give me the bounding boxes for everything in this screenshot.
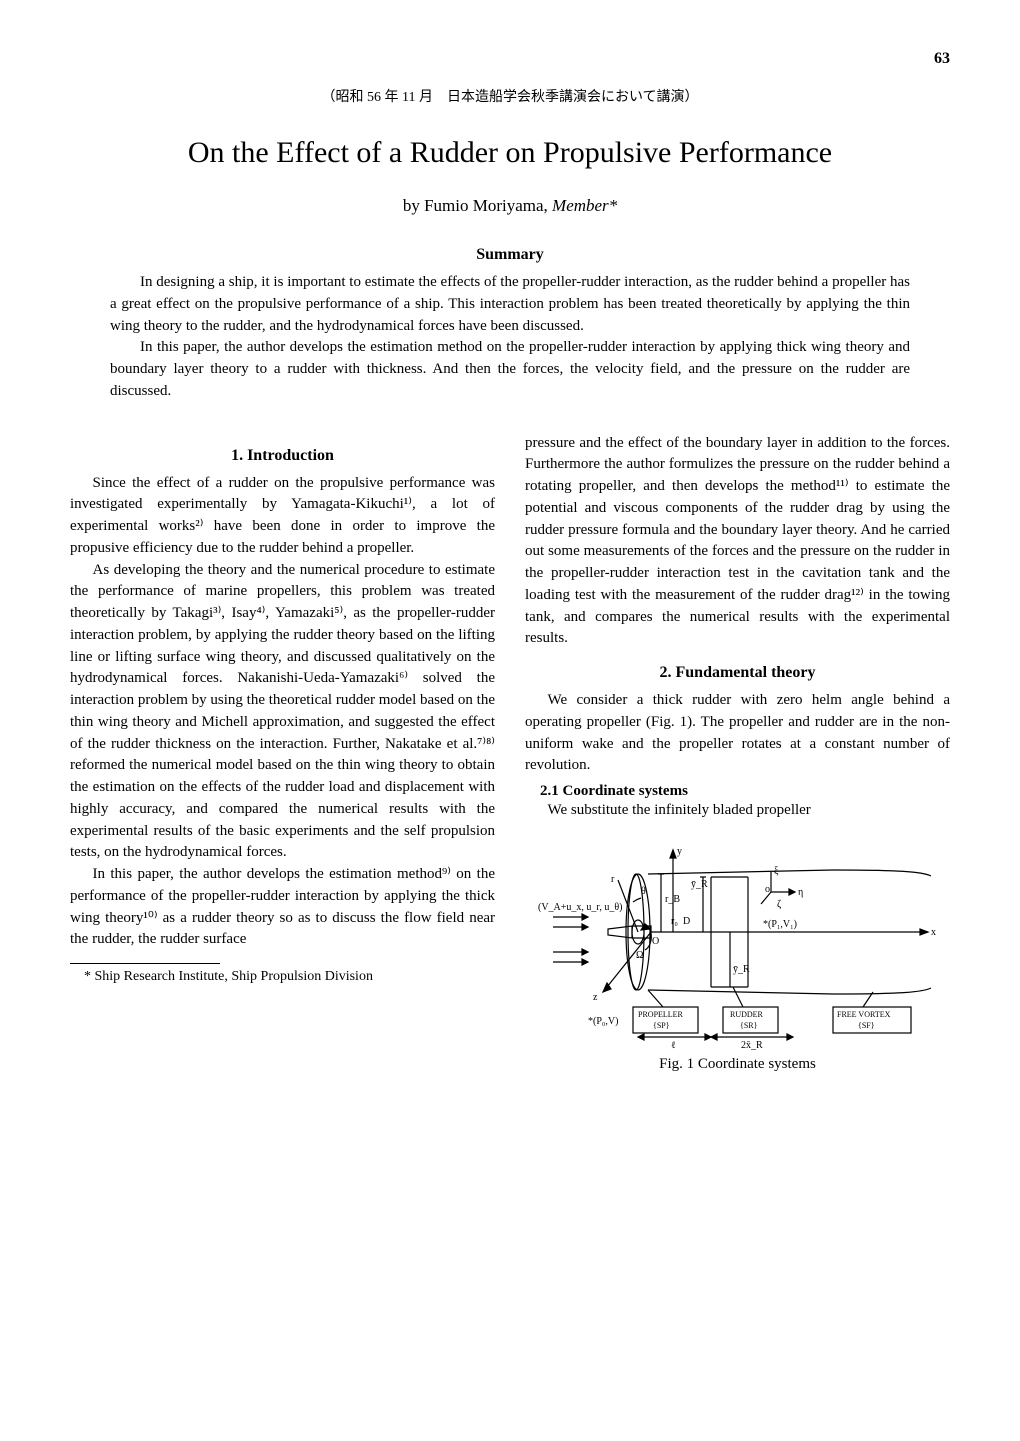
fig-label-omega: Ω [636,950,643,961]
fig-label-zeta: ζ [777,899,781,910]
fig-label-propeller: PROPELLER [638,1010,684,1019]
fig-label-x: x [931,927,936,938]
right-column: pressure and the effect of the boundary … [525,433,950,1073]
fig-label-r: r [611,874,615,885]
fig-label-O: O [652,936,659,947]
venue-line: （昭和 56 年 11 月 日本造船学会秋季講演会において講演） [70,86,950,106]
fig-label-inflow: (V_A+u_x, u_r, u_θ) [538,902,622,913]
footnote-affiliation: * Ship Research Institute, Ship Propulsi… [70,968,495,987]
fig-label-theta: θ [641,886,646,897]
subsection-heading-coord: 2.1 Coordinate systems [525,783,950,800]
left-column: 1. Introduction Since the effect of a ru… [70,433,495,1073]
fig-label-eta: η [798,887,803,898]
fig-label-point: *(P₁,V₁) [763,919,797,930]
fig-label-r0: r₀ [671,916,678,927]
fig-label-yr-bot: ȳ_R [733,964,750,975]
intro-para-3: In this paper, the author develops the e… [70,864,495,951]
fig-label-freevortex: FREE VORTEX [837,1010,891,1019]
fig-label-rB: r_B [665,894,680,905]
section-heading-theory: 2. Fundamental theory [525,664,950,682]
fig-label-z: z [593,992,598,1003]
theory-para-1: We consider a thick rudder with zero hel… [525,690,950,777]
summary-heading: Summary [110,246,910,264]
fig-label-y: y [677,846,682,857]
section-heading-introduction: 1. Introduction [70,447,495,465]
fig-label-sp: {SP} [653,1021,670,1030]
byline-author: by Fumio Moriyama, [403,196,552,215]
byline-membership: Member* [552,196,617,215]
fig-label-2xr: 2x̄_R [741,1040,763,1051]
fig-label-p0v: *(P₀,V) [588,1016,618,1027]
coord-para-1: We substitute the infinitely bladed prop… [525,800,950,822]
fig-label-sf: {SF} [858,1021,875,1030]
fig-label-sr: {SR} [740,1021,758,1030]
figure-1-diagram: (V_A+u_x, u_r, u_θ) y [533,832,943,1052]
page-number: 63 [70,50,950,68]
fig-label-rudder: RUDDER [730,1010,764,1019]
footnote-rule [70,963,220,964]
paper-title: On the Effect of a Rudder on Propulsive … [70,136,950,170]
summary-para-2: In this paper, the author develops the e… [110,337,910,402]
figure-1-caption: Fig. 1 Coordinate systems [525,1056,950,1073]
figure-1: (V_A+u_x, u_r, u_θ) y [525,832,950,1073]
fig-label-xi: ξ [774,866,779,877]
fig-label-yr-top: ȳ_R [691,879,708,890]
summary-para-1: In designing a ship, it is important to … [110,272,910,337]
two-column-body: 1. Introduction Since the effect of a ru… [70,433,950,1073]
fig-label-ell: ℓ [671,1040,676,1051]
fig-label-D: D [683,916,690,927]
byline: by Fumio Moriyama, Member* [70,196,950,216]
right-continuation-para: pressure and the effect of the boundary … [525,433,950,651]
intro-para-2: As developing the theory and the numeric… [70,560,495,865]
summary-block: Summary In designing a ship, it is impor… [110,246,910,403]
intro-para-1: Since the effect of a rudder on the prop… [70,473,495,560]
